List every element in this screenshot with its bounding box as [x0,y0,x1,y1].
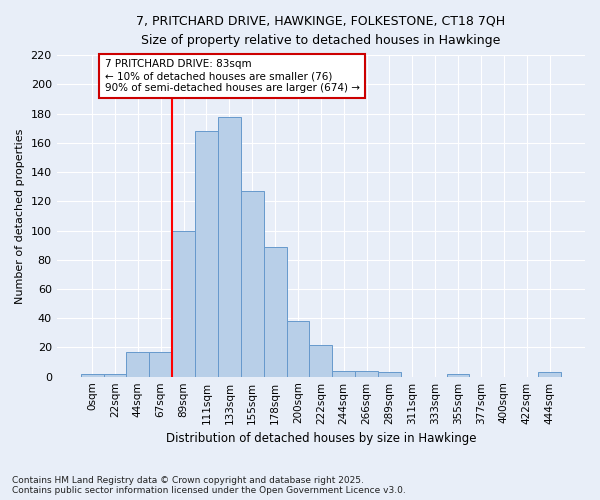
Bar [104,374,127,376]
Bar [287,321,310,376]
Bar [263,246,287,376]
Text: 7 PRITCHARD DRIVE: 83sqm
← 10% of detached houses are smaller (76)
90% of semi-d: 7 PRITCHARD DRIVE: 83sqm ← 10% of detach… [104,60,359,92]
Text: Contains HM Land Registry data © Crown copyright and database right 2025.
Contai: Contains HM Land Registry data © Crown c… [12,476,406,495]
Bar [127,352,149,376]
Bar [310,344,332,376]
Bar [332,371,355,376]
Bar [218,116,241,376]
Bar [149,352,172,376]
Bar [80,374,104,376]
Bar [172,230,195,376]
Bar [241,191,263,376]
Bar [355,371,378,376]
Bar [446,374,469,376]
Bar [538,372,561,376]
Bar [378,372,401,376]
Y-axis label: Number of detached properties: Number of detached properties [15,128,25,304]
X-axis label: Distribution of detached houses by size in Hawkinge: Distribution of detached houses by size … [166,432,476,445]
Bar [195,131,218,376]
Title: 7, PRITCHARD DRIVE, HAWKINGE, FOLKESTONE, CT18 7QH
Size of property relative to : 7, PRITCHARD DRIVE, HAWKINGE, FOLKESTONE… [136,15,505,47]
